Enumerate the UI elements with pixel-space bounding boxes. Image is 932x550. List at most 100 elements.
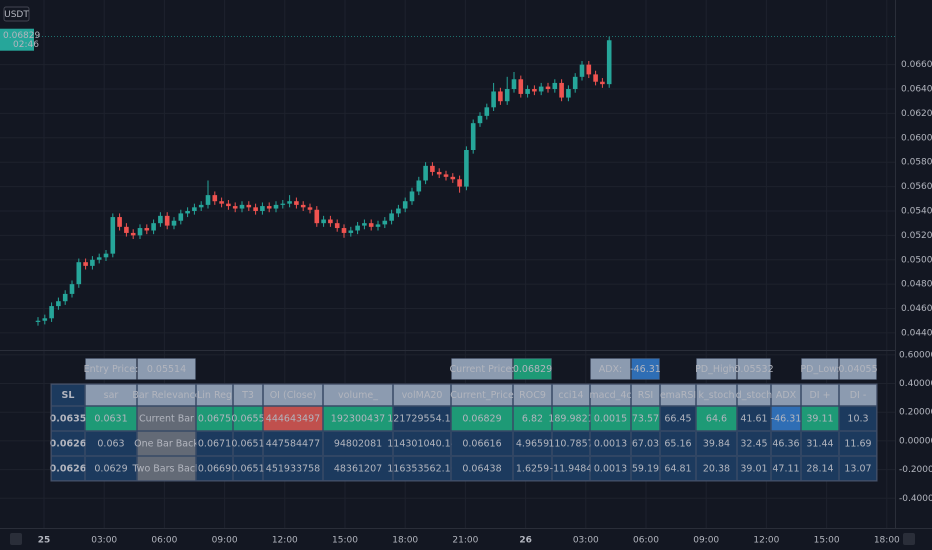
table-cell-text: 0.0631: [94, 414, 127, 425]
table-cell-text: 0.0629: [94, 464, 127, 475]
table-cell: [233, 456, 263, 481]
candle-body: [423, 165, 428, 181]
candle-body: [144, 228, 150, 231]
candle-body: [375, 224, 381, 227]
candle-body: [504, 89, 510, 102]
table-cell-text: ADX:: [599, 364, 623, 375]
table-cell-text: sar: [104, 390, 119, 401]
candle-body: [538, 86, 544, 92]
table-cell-text: emaRSI: [660, 390, 696, 401]
table-cell: [451, 431, 513, 456]
table-cell: [51, 406, 85, 431]
table-cell: [393, 406, 451, 431]
table-cell-text: macd_4c: [589, 390, 631, 401]
candle-body: [96, 257, 102, 260]
candle-body: [491, 91, 496, 108]
table-cell-text: RSI: [638, 390, 653, 401]
table-cell-text: 65.16: [664, 439, 691, 450]
x-tick-label: 03:00: [573, 536, 599, 546]
table-cell-text: 41.61: [740, 414, 767, 425]
table-cell: [451, 406, 513, 431]
table-cell: [513, 358, 552, 380]
table-cell-text: 0.04055: [838, 364, 877, 375]
candle-body: [321, 219, 326, 224]
candle-body: [266, 206, 272, 209]
candle-body: [464, 150, 469, 187]
x-tick-label: 09:00: [693, 536, 719, 546]
candle-body: [348, 230, 354, 233]
candle-body: [307, 207, 313, 210]
candle-body: [389, 213, 394, 221]
table-cell-text: DI -: [850, 390, 867, 401]
candle-body: [185, 210, 190, 214]
table-cell: [196, 406, 233, 431]
candle-body: [273, 204, 279, 209]
candle-body: [232, 206, 238, 209]
candle-body: [90, 259, 95, 266]
table-cell-text: 59.19: [632, 464, 659, 475]
table-cell: [696, 358, 737, 380]
table-cell: [323, 406, 393, 431]
candle-body: [328, 219, 333, 224]
candle-body: [178, 213, 184, 221]
x-tick-label: 26: [519, 536, 532, 546]
candle-body: [572, 76, 578, 90]
table-cell-text: 0.063: [97, 439, 124, 450]
table-cell-text: PD_Low:: [800, 364, 839, 375]
table-cell: [771, 456, 801, 481]
x-tick-label: 09:00: [212, 536, 238, 546]
table-cell-text: 444643497: [266, 414, 320, 425]
countdown-label: 02:46: [13, 40, 39, 50]
candle-body: [280, 203, 286, 205]
table-cell-text: 39.84: [703, 439, 730, 450]
candle-body: [56, 301, 61, 307]
zoom-button[interactable]: [10, 533, 22, 545]
x-tick-label: 06:00: [633, 536, 659, 546]
table-cell: [660, 406, 696, 431]
table-cell: [196, 431, 233, 456]
table-cell-text: 48361207: [334, 464, 382, 475]
table-cell-text: 0.0626: [50, 464, 87, 475]
table-cell-text: 94802081: [334, 439, 382, 450]
table-cell: [801, 406, 839, 431]
table-cell-text: 31.44: [806, 439, 833, 450]
candle-body: [525, 89, 530, 94]
table-cell-text: ADX: [776, 390, 797, 401]
table-cell-text: 192300437: [331, 414, 385, 425]
auto-scale-button[interactable]: [903, 533, 915, 545]
table-cell-text: 0.05514: [147, 364, 186, 375]
table-cell: [590, 358, 631, 380]
table-cell: [137, 358, 196, 380]
table-cell: [233, 431, 263, 456]
table-cell-text: 0.0015: [594, 414, 627, 425]
last-price-box: [0, 28, 34, 51]
table-cell-text: Current Price:: [449, 364, 514, 375]
table-cell: [137, 456, 196, 481]
candle-body: [192, 207, 197, 211]
x-tick-label: 15:00: [814, 536, 840, 546]
table-cell-text: 4.9659: [516, 439, 549, 450]
candle-body: [334, 223, 340, 229]
table-cell-text: Bar Relevance: [132, 390, 200, 401]
table-cell-text: Current_Price: [450, 390, 514, 401]
candle-body: [164, 215, 170, 226]
table-cell-text: 116353562.16: [387, 464, 457, 475]
table-cell: [590, 431, 631, 456]
candle-body: [62, 293, 68, 302]
candle-body: [457, 179, 462, 187]
table-cell-text: Two Bars Back: [131, 464, 201, 475]
x-tick-label: 12:00: [753, 536, 779, 546]
candle-body: [171, 220, 177, 226]
candle-body: [600, 81, 605, 85]
table-cell-text: 110.7857: [548, 439, 593, 450]
table-cell-text: DI +: [809, 390, 830, 401]
table-cell-text: 0.0675: [198, 414, 231, 425]
